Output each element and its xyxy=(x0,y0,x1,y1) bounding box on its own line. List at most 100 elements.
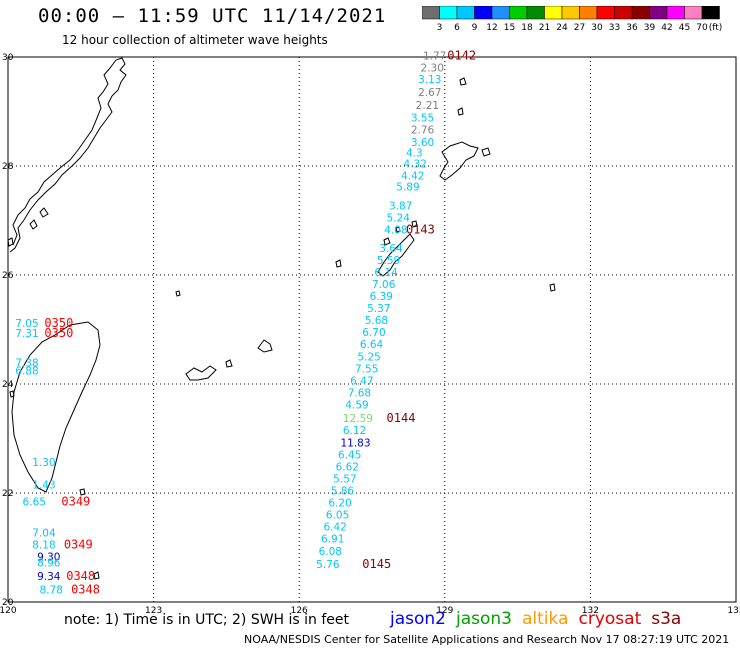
lat-tick-label: 22 xyxy=(2,489,13,499)
coastlines xyxy=(7,57,556,580)
pass-time-label: 0350 xyxy=(44,316,73,330)
swh-observation: 8.18 xyxy=(32,540,55,552)
japan-islands xyxy=(7,207,49,247)
swh-observation: 5.37 xyxy=(367,303,390,315)
swh-observation: 4.42 xyxy=(401,171,424,183)
legend-jason3: jason3 xyxy=(456,609,512,629)
swh-observation: 8.96 xyxy=(37,558,61,570)
pass-time-label: 0349 xyxy=(64,538,93,552)
colorbar-label: 30 xyxy=(591,23,603,33)
swh-observation: 4.59 xyxy=(345,400,368,412)
swh-observation: 1.77 xyxy=(423,51,446,63)
swh-observation: 7.38 xyxy=(15,358,38,370)
lon-tick-label: 120 xyxy=(0,606,17,616)
swh-observation: 2.21 xyxy=(416,100,439,112)
colorbar-label: 18 xyxy=(521,23,533,33)
lon-tick-label: 135 xyxy=(727,606,740,616)
swh-observation: 6.20 xyxy=(328,498,351,510)
swh-observation: 5.25 xyxy=(357,352,380,364)
wave-height-observations: 1.772.303.132.672.213.552.763.604.34.324… xyxy=(15,51,446,597)
pass-time-label: 0145 xyxy=(362,557,391,571)
lon-tick-label: 129 xyxy=(436,606,453,616)
lat-tick-label: 20 xyxy=(2,598,14,608)
colorbar-label: 27 xyxy=(574,23,585,33)
swh-observation: 6.39 xyxy=(370,291,393,303)
swh-observation: 1.43 xyxy=(32,480,55,492)
colorbar-unit: (ft) xyxy=(709,23,723,33)
colorbar-swatch xyxy=(701,6,720,20)
swh-observation: 7.04 xyxy=(32,528,56,540)
swh-observation: 3.60 xyxy=(411,137,434,149)
map-title: 00:00 – 11:59 UTC 11/14/2021 xyxy=(38,5,387,27)
pass-time-label: 0142 xyxy=(447,49,476,63)
lat-tick-label: 24 xyxy=(2,380,14,390)
swh-observation: 3.55 xyxy=(411,112,434,124)
swh-observation: 8.78 xyxy=(40,584,63,596)
swh-observation: 3.13 xyxy=(418,74,441,86)
colorbar-label: 39 xyxy=(644,23,656,33)
swh-observation: 7.31 xyxy=(15,328,38,340)
swh-observation: 6.08 xyxy=(319,546,342,558)
lat-lon-grid xyxy=(7,56,737,603)
legend-altika: altika xyxy=(522,609,569,629)
footer-credit: NOAA/NESDIS Center for Satellite Applica… xyxy=(244,633,730,646)
swh-observation: 5.76 xyxy=(316,559,340,571)
swh-observation: 7.05 xyxy=(15,318,38,330)
taiwan-coast xyxy=(11,321,101,493)
swh-observation: 5.24 xyxy=(387,213,411,225)
swh-observation: 7.06 xyxy=(372,279,396,291)
swh-observation: 12.59 xyxy=(343,413,373,425)
swh-observation: 6.47 xyxy=(350,376,373,388)
swh-observation: 6.14 xyxy=(374,267,398,279)
lon-tick-label: 123 xyxy=(145,606,162,616)
axis-tick-labels: 120 123 126 129 132 135 30 28 26 24 22 20 xyxy=(0,53,740,616)
lat-tick-label: 28 xyxy=(2,162,14,172)
yaeyama-islands xyxy=(185,359,233,381)
swh-observation: 1.30 xyxy=(32,457,55,469)
pass-time-label: 0348 xyxy=(66,569,95,583)
swh-observation: 6.65 xyxy=(23,497,46,509)
colorbar-label: 36 xyxy=(626,23,638,33)
okinawa-small-islands xyxy=(335,220,418,268)
swh-observation: 6.91 xyxy=(321,534,344,546)
swh-observation: 6.88 xyxy=(15,366,38,378)
colorbar-label: 45 xyxy=(679,23,690,33)
swh-observation: 5.57 xyxy=(333,474,356,486)
swh-observation: 3.64 xyxy=(379,243,403,255)
tokara-islands xyxy=(457,77,491,157)
miyako-island xyxy=(257,339,273,353)
colorbar: 3 6 9 12 15 18 21 24 27 30 33 36 39 42 45 70 (ft) xyxy=(422,6,723,33)
lon-tick-label: 132 xyxy=(582,606,599,616)
swh-observation: 2.30 xyxy=(421,63,444,75)
swh-observation: 9.34 xyxy=(37,571,61,583)
units-note: note: 1) Time is in UTC; 2) SWH is in fe… xyxy=(64,612,350,628)
pass-time-label: 0143 xyxy=(406,223,435,237)
lat-tick-label: 26 xyxy=(2,271,14,281)
colorbar-label: 33 xyxy=(609,23,620,33)
pass-time-label: 0350 xyxy=(44,326,73,340)
swh-observation: 2.67 xyxy=(418,87,441,99)
legend-s3a: s3a xyxy=(651,609,682,629)
pass-time-label: 0348 xyxy=(71,582,100,596)
swh-observation: 11.83 xyxy=(340,438,370,450)
lat-tick-label: 30 xyxy=(2,53,14,63)
lon-tick-label: 126 xyxy=(291,606,308,616)
legend-cryosat: cryosat xyxy=(578,609,642,629)
swh-observation: 7.68 xyxy=(348,388,371,400)
swh-observation: 5.68 xyxy=(365,315,388,327)
japan-coast xyxy=(9,57,127,253)
swh-observation: 7.55 xyxy=(355,364,378,376)
satellite-legend: jason2 jason3 altika cryosat s3a xyxy=(390,609,691,629)
colorbar-label: 6 xyxy=(454,23,460,33)
colorbar-label: 70 xyxy=(696,23,708,33)
colorbar-label: 42 xyxy=(661,23,672,33)
swh-observation: 9.30 xyxy=(37,552,60,564)
colorbar-label: 24 xyxy=(556,23,568,33)
swh-observation: 6.70 xyxy=(362,327,385,339)
swh-observation: 6.42 xyxy=(323,522,346,534)
colorbar-label: 9 xyxy=(472,23,478,33)
colorbar-label: 3 xyxy=(437,23,443,33)
small-islands-sw xyxy=(9,283,556,580)
